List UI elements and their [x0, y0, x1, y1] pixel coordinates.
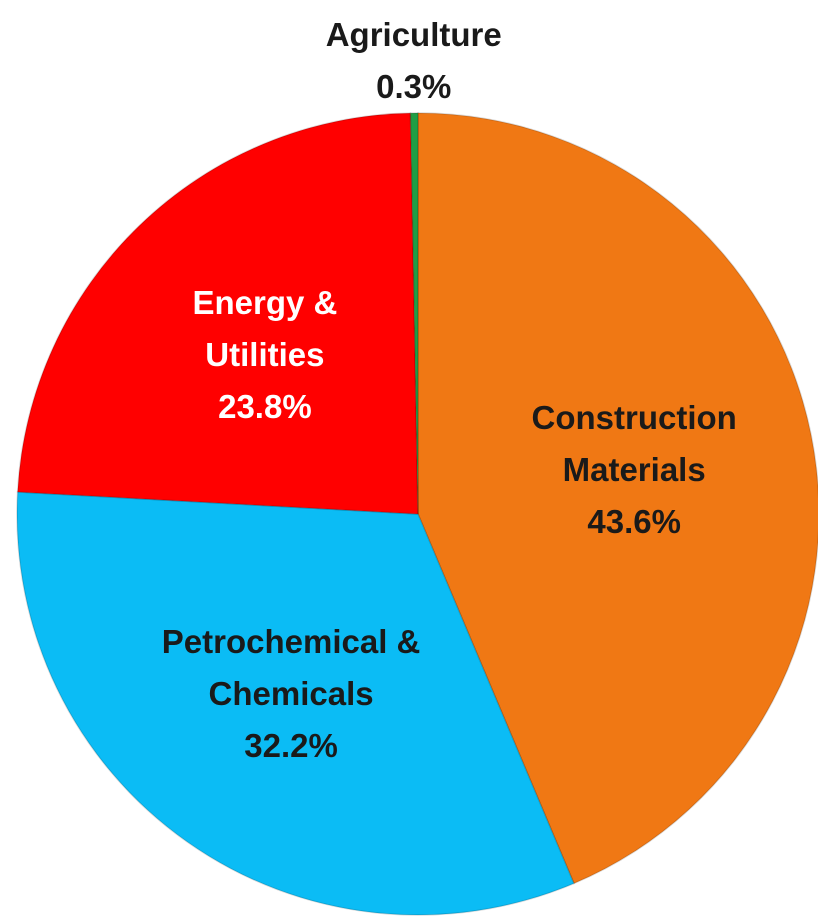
slice-label: Construction Materials 43.6%	[531, 392, 736, 548]
value-label: 43.6%	[587, 503, 681, 541]
category-label: Construction Materials	[531, 399, 737, 489]
value-label: 32.2%	[244, 727, 338, 765]
category-label: Petrochemical & Chemicals	[161, 623, 421, 713]
slice-label: Agriculture 0.3%	[326, 9, 502, 113]
pie-slice	[417, 112, 818, 885]
pie-slice	[16, 112, 419, 515]
category-label: Agriculture	[325, 15, 502, 53]
slice-label: Energy & Utilities 23.8%	[192, 277, 337, 433]
pie-slice	[409, 112, 419, 515]
pie-slice	[16, 491, 575, 916]
value-label: 0.3%	[376, 67, 452, 105]
value-label: 23.8%	[218, 388, 312, 426]
category-label: Energy & Utilities	[192, 284, 338, 374]
slice-label: Petrochemical & Chemicals 32.2%	[162, 616, 421, 772]
